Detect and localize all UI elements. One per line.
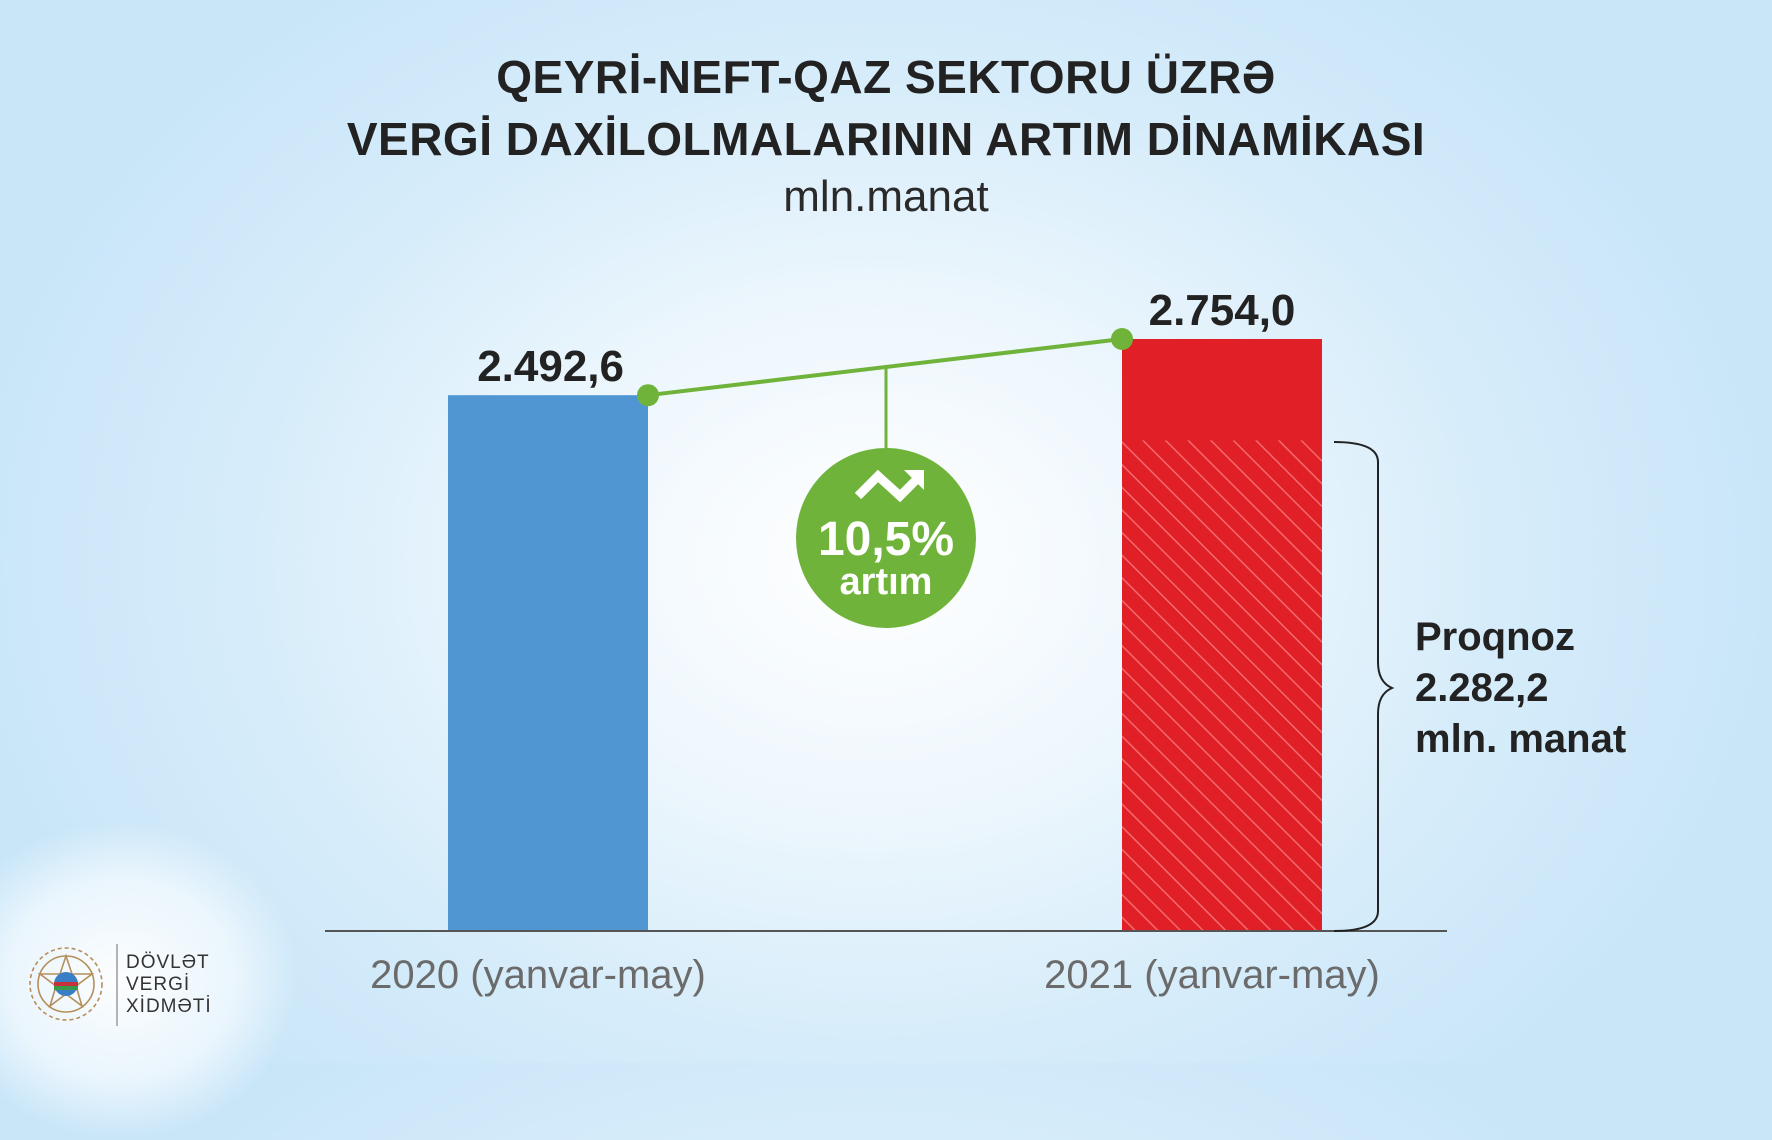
forecast-label-line3: mln. manat [1415, 717, 1626, 761]
bar-1 [448, 395, 648, 931]
forecast-hatched-segment [1122, 440, 1322, 931]
logo-text-line1: DÖVLƏT [126, 952, 210, 973]
chart-svg: 2.492,6 2020 (yanvar-may) 2.754,0 2021 (yan… [325, 286, 1626, 997]
growth-badge-circle [796, 448, 976, 628]
forecast-value: 2.282,2 [1415, 666, 1548, 710]
x-tick-label-2: 2021 (yanvar-may) [1044, 953, 1380, 997]
chart-title-line1: QEYRİ-NEFT-QAZ SEKTORU ÜZRƏ [496, 51, 1276, 103]
logo-text-line2: VERGİ [126, 974, 191, 995]
x-tick-label-1: 2020 (yanvar-may) [370, 953, 706, 997]
trend-up-arrow-icon [854, 469, 924, 503]
growth-badge-label: artım [840, 561, 933, 603]
forecast-brace [1333, 441, 1395, 932]
logo-divider [116, 944, 118, 1026]
growth-dot-2020 [637, 384, 659, 407]
bar-value-label-2: 2.754,0 [1149, 286, 1296, 335]
bars-group [448, 339, 1322, 931]
chart-unit-label: mln.manat [783, 172, 989, 221]
growth-badge-value: 10,5% [818, 513, 954, 566]
logo-text: DÖVLƏT VERGİ XİDMƏTİ [126, 952, 212, 1018]
growth-badge: 10,5% artım [796, 366, 976, 628]
bar-value-label-1: 2.492,6 [477, 342, 624, 391]
chart-title-line2: VERGİ DAXİLOLMALARININ ARTIM DİNAMİKASI [346, 113, 1426, 165]
logo-text-line3: XİDMƏTİ [126, 996, 212, 1017]
emblem-icon [29, 947, 103, 1021]
growth-dot-2021 [1111, 328, 1133, 350]
forecast-label-line1: Proqnoz [1415, 615, 1575, 659]
labels-group: 2.492,6 2020 (yanvar-may) 2.754,0 2021 (yan… [370, 286, 1380, 997]
